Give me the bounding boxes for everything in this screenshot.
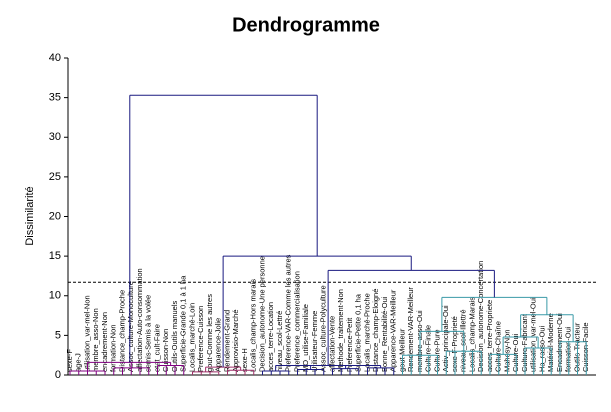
leaf-label: acces_terre-Propriete [485, 300, 494, 372]
leaf-label: Apparence-Jolie [214, 318, 223, 372]
leaf-label: etat_cult-Faire [152, 324, 161, 372]
link [367, 367, 395, 375]
leaf-label: gout-Comme les autres [205, 294, 214, 372]
y-tick-label: 5 [55, 329, 61, 341]
leaf-label: niveau_scol-Lettré [275, 311, 284, 372]
link [297, 368, 325, 375]
leaf-label: affectation-Auto-consommation [135, 268, 144, 372]
link [275, 364, 382, 372]
leaf-label: Bonne_Rentabilité-Oui [380, 296, 389, 372]
leaf-label: membre_asso-Non [91, 308, 100, 372]
link [332, 368, 360, 375]
leaf-label: Rendement-Grand [222, 310, 231, 372]
y-tick-label: 40 [49, 52, 61, 64]
leaf-label: Localis_champ-Marais [467, 297, 476, 372]
leaf-label: Preference-VAR-Comme les autres [284, 254, 293, 372]
leaf-label: Rendement-VAR-Meilleur [406, 287, 415, 372]
leaf-label: utilisation_var-mel-Non [82, 295, 91, 372]
link [192, 371, 220, 375]
leaf-label: sexe-H [240, 348, 249, 372]
leaf-label: Decision_autonome-Une personne [257, 256, 266, 372]
link [524, 347, 552, 375]
y-tick-label: 30 [49, 131, 61, 143]
leaf-label: Mahosy-Non [502, 329, 511, 372]
leaf-label: Assoc_culture-Monoculture [126, 281, 135, 372]
leaf-label: Assoc_culture-Polyculture [319, 285, 328, 372]
leaf-label: gout-Meilleur [397, 328, 406, 372]
leaf-label: semis-Semis à la volée [144, 295, 153, 372]
chart-title: Dendrogramme [232, 14, 380, 36]
leaf-label: formation-Non [109, 324, 118, 372]
link [559, 341, 587, 375]
leaf-label: utilisation_var-mel-Oui [529, 297, 538, 372]
leaf-label: Culture-Chaîne [494, 321, 503, 372]
link [402, 354, 438, 375]
leaf-label: Preference-Cuisson [196, 306, 205, 372]
leaf-label: Localis_champ-Hors marais [249, 279, 258, 372]
leaf-label: encadrement-Non [100, 312, 109, 372]
leaf-label: affectation-Vente [327, 316, 336, 372]
link [129, 94, 318, 363]
leaf-label: Matériel-Moderne [546, 313, 555, 372]
leaf-label: Preference_commercialisation [292, 271, 301, 372]
leaf-label: Localis_marché-Proche [362, 293, 371, 372]
link [157, 364, 185, 375]
leaf-label: Cuisson-Non [161, 329, 170, 372]
y-tick-label: 0 [55, 369, 61, 381]
leaf-label: acces_terre-Location [266, 302, 275, 372]
leaf-label: Culture-Finale [424, 325, 433, 372]
leaf-label: membre_asso-Oui [415, 310, 424, 372]
leaf-label: age-J [74, 353, 83, 372]
leaf-label: Utilisateur-Femme [310, 311, 319, 372]
y-tick-label: 20 [49, 210, 61, 222]
link [445, 350, 482, 375]
leaf-label: Ha_rasso-Oui [537, 325, 546, 372]
leaf-label: Approvisio-Marché [231, 309, 240, 372]
y-tick-label: 15 [49, 250, 61, 262]
link [489, 353, 517, 375]
leaf-label: Decision_autonome-Concertation [476, 261, 485, 372]
leaf-label: Distance_champ-Proche [117, 290, 126, 372]
leaf-label: Activ_principale-Oui [441, 305, 450, 372]
leaf-label: Outils-Tracteur [572, 322, 581, 372]
y-axis-label: Dissimilarité [24, 186, 36, 245]
leaf-label: Superficie-Petite 0,1 ha [354, 293, 363, 372]
leaf-label: MO_utilise-Familiale [301, 304, 310, 372]
leaf-label: Distance_champ-Eloigné [371, 289, 380, 372]
link [419, 330, 465, 356]
leaf-label: Preference-Petit [345, 317, 354, 372]
link [262, 370, 290, 375]
link [69, 370, 106, 375]
y-tick-label: 10 [49, 290, 61, 302]
leaf-label: Cuisson-Facile [581, 322, 590, 372]
leaf-label: formation-Oui [564, 326, 573, 372]
link [113, 367, 150, 375]
leaf-label: Encadrement-Oui [555, 313, 564, 372]
leaf-label: Culture-Fabricant [520, 313, 529, 372]
leaf-label: Apparence-VAR-Meilleur [389, 289, 398, 372]
leaf-label: sexe-F-Proprieté [450, 316, 459, 372]
leaf-label: Culture-Pure [432, 329, 441, 372]
link [227, 369, 255, 375]
y-tick-label: 35 [49, 92, 61, 104]
leaf-label: Outils-Outils manuels [170, 300, 179, 372]
leaf-label: Superficie-Grande 0,1 à 1 ha [179, 275, 188, 372]
leaf-label: sexe-F [65, 349, 74, 372]
leaf-label: Culture-Oui [511, 333, 520, 372]
leaf-label: Methode_traitement-Non [336, 289, 345, 372]
leaf-label: Localis_marché-Loin [187, 303, 196, 372]
y-tick-label: 25 [49, 171, 61, 183]
leaf-label: niveau_scol-Illettré [459, 309, 468, 372]
link [87, 361, 172, 372]
